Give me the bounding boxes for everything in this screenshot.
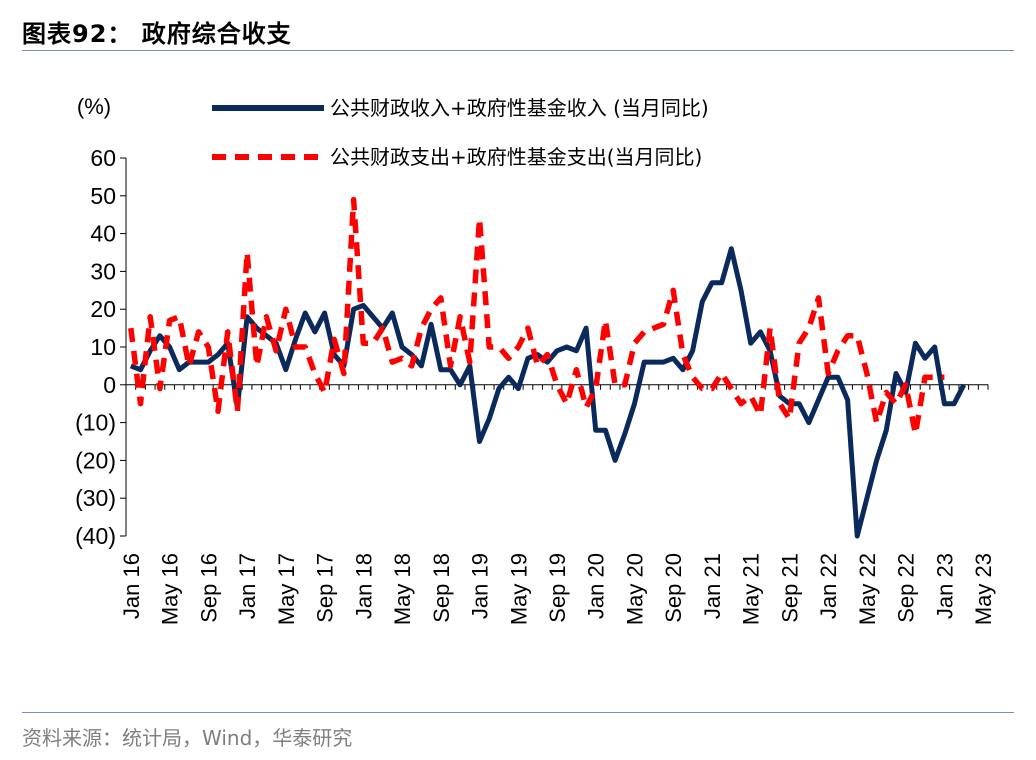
x-tick-label: Sep 22: [894, 553, 919, 623]
y-tick-label: (10): [75, 410, 116, 436]
x-tick-label: Sep 20: [661, 553, 686, 623]
y-tick-label: 0: [103, 372, 116, 398]
y-unit-label: (%): [77, 94, 111, 119]
x-tick-label: May 20: [622, 553, 647, 625]
x-tick-label: May 23: [971, 553, 996, 625]
y-tick-label: (20): [75, 447, 116, 473]
y-tick-label: 20: [90, 296, 116, 322]
x-tick-label: Jan 16: [119, 553, 144, 619]
x-tick-label: May 19: [506, 553, 531, 625]
x-tick-label: May 22: [855, 553, 880, 625]
chart-title: 图表92： 政府综合收支: [22, 20, 292, 48]
x-tick-label: Jan 20: [584, 553, 609, 619]
chart-legend: 公共财政收入+政府性基金收入 (当月同比) 公共财政支出+政府性基金支出(当月同比…: [212, 96, 709, 169]
x-tick-label: Jan 22: [816, 553, 841, 619]
x-tick-label: Sep 19: [545, 553, 570, 623]
legend-label: 公共财政支出+政府性基金支出(当月同比): [330, 145, 702, 169]
x-tick-label: Sep 21: [777, 553, 802, 623]
title-divider: [22, 50, 1014, 51]
x-tick-label: Jan 23: [932, 553, 957, 619]
legend-label: 公共财政收入+政府性基金收入 (当月同比): [330, 96, 709, 120]
x-tick-label: May 21: [739, 553, 764, 625]
y-tick-label: (40): [75, 523, 116, 549]
x-tick-label: Sep 16: [196, 553, 221, 623]
x-tick-label: May 18: [390, 553, 415, 625]
y-tick-label: (30): [75, 485, 116, 511]
series-line-expenditure: [128, 196, 945, 437]
chart-axes: (%) (40) (30) (20) (10) 0 10 20 30 40 50 60 Jan 16 Ma…: [75, 94, 996, 625]
x-tick-label: Sep 18: [429, 553, 454, 623]
x-tick-label: Jan 21: [700, 553, 725, 619]
line-chart: (%) (40) (30) (20) (10) 0 10 20 30 40 50 60 Jan 16 Ma…: [75, 94, 996, 625]
series-line-revenue: [129, 246, 967, 539]
source-divider: [22, 712, 1014, 713]
chart-series-lines: [128, 196, 967, 539]
source-note: 资料来源：统计局，Wind，华泰研究: [22, 726, 353, 750]
x-tick-label: May 17: [274, 553, 299, 625]
y-tick-label: 30: [90, 258, 116, 284]
x-tick-label: Jan 18: [351, 553, 376, 619]
x-tick-label: Jan 17: [235, 553, 260, 619]
y-tick-label: 40: [90, 221, 116, 247]
x-tick-label: Jan 19: [468, 553, 493, 619]
x-tick-label: Sep 17: [313, 553, 338, 623]
y-tick-label: 10: [90, 334, 116, 360]
x-tick-label: May 16: [158, 553, 183, 625]
y-tick-label: 50: [90, 183, 116, 209]
y-tick-label: 60: [90, 145, 116, 171]
